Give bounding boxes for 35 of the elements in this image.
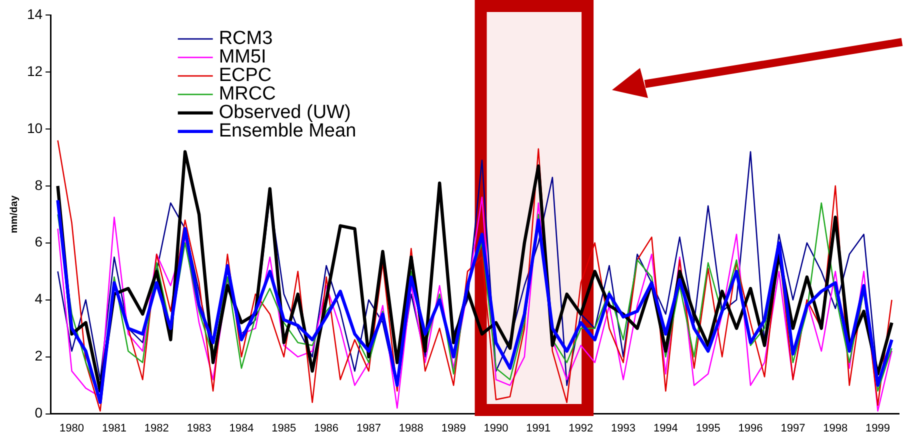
- y-tick-label: 14: [26, 6, 43, 22]
- y-tick-label: 6: [34, 234, 43, 250]
- x-tick-label: 1995: [696, 422, 720, 434]
- x-tick-label: 1983: [186, 422, 212, 434]
- legend-label: MM5I: [218, 46, 266, 68]
- legend-label: MRCC: [218, 84, 276, 105]
- x-tick-label: 1991: [526, 422, 551, 434]
- x-tick-label: 1993: [611, 422, 636, 434]
- x-tick-label: 1989: [441, 422, 466, 434]
- x-tick-label: 1999: [866, 422, 890, 434]
- x-tick-label: 1981: [102, 422, 126, 434]
- x-tick-label: 1982: [144, 422, 169, 434]
- x-tick-label: 1980: [60, 422, 84, 434]
- legend-label: ECPC: [218, 65, 272, 86]
- x-tick-label: 1996: [738, 422, 763, 434]
- x-tick-label: 1998: [823, 422, 848, 434]
- legend-label: Ensemble Mean: [218, 120, 356, 142]
- legend-label: RCM3: [218, 28, 273, 50]
- y-tick-label: 4: [34, 290, 43, 307]
- x-tick-label: 1986: [314, 422, 339, 434]
- legend-label: Observed (UW): [218, 102, 351, 124]
- x-tick-label: 1985: [272, 422, 296, 434]
- x-tick-label: 1992: [568, 422, 594, 434]
- x-tick-label: 1984: [229, 422, 254, 434]
- x-tick-label: 1988: [398, 422, 424, 434]
- y-tick-label: 8: [34, 176, 43, 193]
- x-tick-label: 1990: [484, 422, 508, 434]
- y-tick-label: 0: [34, 404, 43, 421]
- y-tick-label: 2: [34, 348, 43, 364]
- x-tick-label: 1997: [780, 422, 806, 434]
- y-tick-label: 12: [26, 62, 43, 79]
- x-tick-label: 1987: [356, 422, 381, 434]
- y-tick-label: 10: [26, 120, 43, 136]
- y-axis-title: mm/day: [8, 195, 20, 234]
- x-tick-label: 1994: [653, 422, 678, 434]
